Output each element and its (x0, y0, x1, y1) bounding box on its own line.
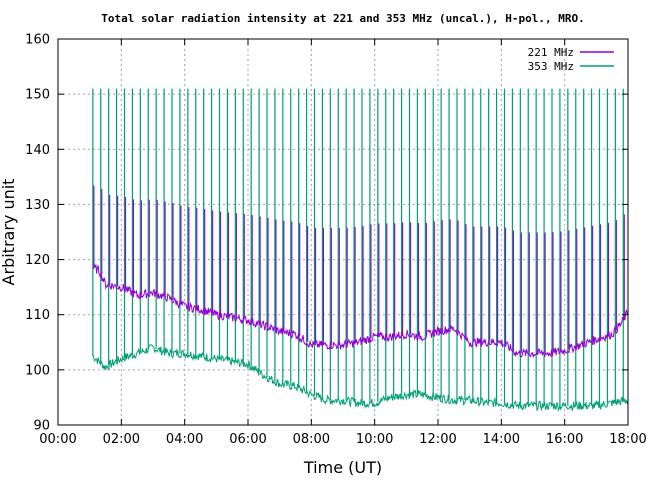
y-tick-label: 100 (25, 363, 50, 378)
series-lines (92, 262, 629, 412)
chart-title: Total solar radiation intensity at 221 a… (101, 12, 584, 25)
legend-label: 353 MHz (528, 60, 574, 73)
legend-label: 221 MHz (528, 46, 574, 59)
x-tick-label: 14:00 (483, 432, 520, 447)
x-tick-label: 04:00 (166, 432, 203, 447)
x-tick-label: 06:00 (229, 432, 266, 447)
plot-frame (57, 38, 629, 426)
x-tick-label: 08:00 (293, 432, 330, 447)
x-tick-label: 18:00 (609, 432, 646, 447)
x-tick-label: 02:00 (103, 432, 140, 447)
y-tick-label: 140 (25, 143, 50, 158)
x-tick-label: 10:00 (356, 432, 393, 447)
y-tick-label: 160 (25, 33, 50, 48)
tick-labels: 00:00 02:00 04:00 06:00 08:00 10:00 12:00 14:00… (25, 33, 647, 448)
axis-ticks (57, 38, 629, 426)
x-tick-label: 00:00 (39, 432, 76, 447)
y-axis-label: Arbitrary unit (0, 179, 18, 286)
y-tick-label: 120 (25, 253, 50, 268)
x-tick-label: 12:00 (419, 432, 456, 447)
x-axis-label: Time (UT) (303, 458, 382, 477)
y-tick-label: 110 (25, 308, 50, 323)
y-tick-label: 90 (33, 419, 50, 434)
y-tick-label: 150 (25, 88, 50, 103)
series-line (92, 262, 629, 359)
series-line (92, 344, 629, 412)
y-tick-label: 130 (25, 198, 50, 213)
x-tick-label: 16:00 (546, 432, 583, 447)
